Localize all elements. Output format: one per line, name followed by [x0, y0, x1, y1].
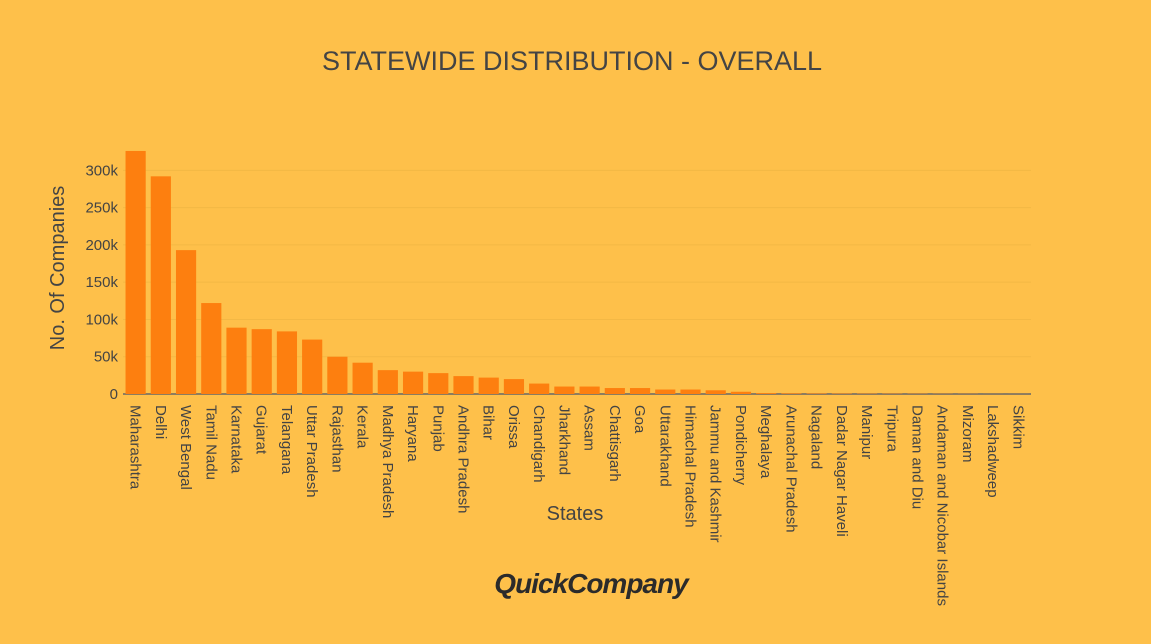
- x-tick-label: Delhi: [152, 405, 169, 439]
- x-tick-label: Nagaland: [808, 405, 825, 469]
- bar-arunachal-pradesh[interactable]: [781, 393, 802, 394]
- x-tick-label: Uttar Pradesh: [303, 405, 320, 498]
- x-tick-label: Himachal Pradesh: [682, 405, 699, 528]
- x-tick-label: Telangana: [278, 405, 295, 475]
- x-tick-label: Manipur: [858, 405, 875, 459]
- bar-pondicherry[interactable]: [730, 391, 752, 394]
- bar-nagaland[interactable]: [806, 393, 827, 394]
- y-tick-label: 200k: [85, 237, 118, 254]
- bar-bihar[interactable]: [478, 377, 499, 394]
- x-axis-title: States: [547, 503, 604, 525]
- x-tick-label: Tripura: [883, 405, 900, 453]
- x-tick-label: Punjab: [429, 405, 446, 452]
- bar-uttar-pradesh[interactable]: [302, 339, 323, 394]
- x-tick-label: Haryana: [404, 405, 421, 462]
- x-tick-label: Chandigarh: [530, 405, 547, 483]
- x-tick-label: Jharkhand: [555, 405, 572, 475]
- x-tick-label: Daman and Diu: [909, 405, 926, 509]
- y-axis-title: No. Of Companies: [47, 186, 69, 351]
- x-tick-label: Kerala: [354, 405, 371, 449]
- x-tick-label: West Bengal: [177, 405, 194, 490]
- bar-himachal-pradesh[interactable]: [680, 389, 701, 394]
- y-tick-label: 50k: [94, 349, 119, 366]
- bar-karnataka[interactable]: [226, 327, 247, 394]
- bar-meghalaya[interactable]: [756, 393, 777, 394]
- grid-layer: [123, 169, 1031, 395]
- y-tick-label: 250k: [85, 200, 118, 217]
- x-tick-label: Gujarat: [253, 405, 270, 455]
- x-tick-label: Chattisgarh: [606, 405, 623, 482]
- x-tick-label: Rajasthan: [328, 405, 345, 473]
- bar-maharashtra[interactable]: [125, 150, 146, 394]
- x-tick-label: Assam: [581, 405, 598, 451]
- bar-andhra-pradesh[interactable]: [453, 376, 474, 394]
- x-tick-label: Jammu and Kashmir: [707, 405, 724, 543]
- bar-madhya-pradesh[interactable]: [377, 370, 398, 394]
- quickcompany-logo[interactable]: QuickCompany: [494, 568, 691, 599]
- y-axis-ticks: 0 50k 100k 150k 200k 250k 300k: [85, 162, 118, 403]
- x-tick-label: Andhra Pradesh: [455, 405, 472, 513]
- y-tick-label: 0: [110, 386, 118, 403]
- bar-gujarat[interactable]: [251, 329, 272, 394]
- bar-goa[interactable]: [629, 388, 651, 394]
- y-tick-label: 150k: [85, 274, 118, 291]
- bar-chandigarh[interactable]: [529, 383, 550, 394]
- bar-kerala[interactable]: [352, 362, 373, 394]
- x-axis-labels: Maharashtra Delhi West Bengal Tamil Nadu Kar…: [127, 405, 1027, 606]
- bar-telangana[interactable]: [276, 331, 298, 394]
- x-tick-label: Sikkim: [1009, 405, 1026, 449]
- bars-layer: [125, 150, 1029, 394]
- x-tick-label: Dadar Nagar Haveli: [833, 405, 850, 537]
- x-tick-label: Mizoram: [959, 405, 976, 463]
- x-tick-label: Karnataka: [228, 405, 245, 474]
- bar-tamil-nadu[interactable]: [201, 303, 222, 394]
- bar-orissa[interactable]: [503, 379, 525, 394]
- y-tick-label: 300k: [85, 162, 118, 179]
- x-tick-label: Andaman and Nicobar Islands: [934, 405, 951, 606]
- bar-uttarakhand[interactable]: [655, 389, 676, 394]
- bar-assam[interactable]: [579, 386, 600, 394]
- x-tick-label: Pondicherry: [732, 405, 749, 486]
- x-tick-label: Bihar: [480, 405, 497, 440]
- bar-west-bengal[interactable]: [175, 250, 197, 394]
- bar-haryana[interactable]: [402, 371, 424, 394]
- x-tick-label: Meghalaya: [757, 405, 774, 479]
- x-tick-label: Uttarakhand: [656, 405, 673, 487]
- x-tick-label: Madhya Pradesh: [379, 405, 396, 518]
- bar-jammu-and-kashmir[interactable]: [705, 390, 726, 394]
- bar-punjab[interactable]: [428, 373, 449, 394]
- bar-rajasthan[interactable]: [327, 356, 348, 394]
- x-tick-label: Tamil Nadu: [202, 405, 219, 480]
- bar-delhi[interactable]: [150, 176, 171, 394]
- x-tick-label: Orissa: [505, 405, 522, 449]
- x-tick-label: Arunachal Pradesh: [782, 405, 799, 533]
- x-tick-label: Goa: [631, 405, 648, 434]
- chart-title: STATEWIDE DISTRIBUTION - OVERALL: [322, 46, 822, 76]
- x-tick-label: Maharashtra: [127, 405, 144, 490]
- y-tick-label: 100k: [85, 311, 118, 328]
- bar-jharkhand[interactable]: [554, 386, 575, 394]
- bar-chattisgarh[interactable]: [604, 388, 625, 394]
- x-tick-label: Lakshadweep: [984, 405, 1001, 498]
